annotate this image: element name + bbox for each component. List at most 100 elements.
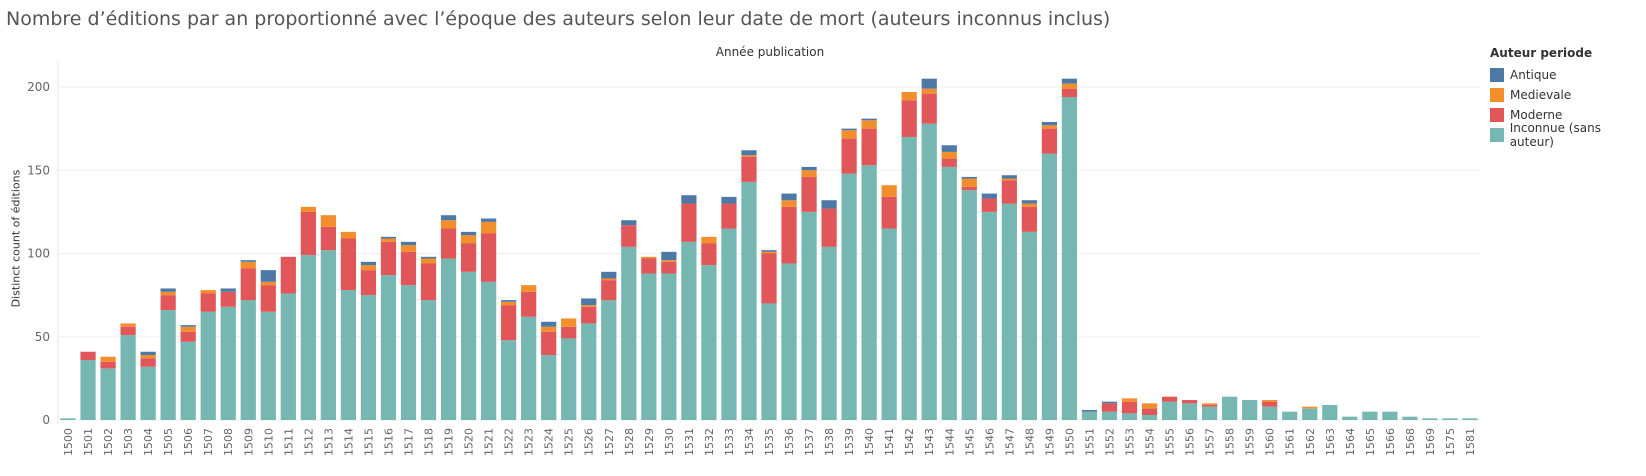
bar-segment: [120, 326, 136, 336]
bar-segment: [1101, 403, 1118, 412]
bar-segment: [841, 138, 857, 174]
bar-segment: [320, 226, 336, 251]
bar-segment: [761, 251, 777, 254]
bar-segment: [1121, 413, 1138, 420]
bar-segment: [541, 321, 557, 327]
legend-item-moderne[interactable]: Moderne: [1490, 105, 1646, 125]
bar-segment: [480, 233, 497, 282]
bar-segment: [701, 265, 717, 420]
bar-segment: [1362, 411, 1378, 420]
bar-segment: [761, 253, 777, 304]
x-tick-label: 1546: [983, 428, 996, 456]
x-tick-label: 1568: [1404, 428, 1417, 456]
bar-segment: [100, 368, 116, 420]
bar-segment: [521, 291, 537, 317]
bar-segment: [921, 123, 937, 420]
x-tick-label: 1502: [102, 428, 115, 456]
bar-segment: [320, 250, 336, 420]
bar-segment: [821, 208, 837, 247]
x-tick-label: 1520: [463, 428, 476, 456]
bar-segment: [300, 255, 316, 420]
bar-segment: [661, 251, 677, 261]
bar-segment: [1181, 403, 1198, 420]
bar-segment: [140, 358, 156, 367]
x-tick-label: 1530: [663, 428, 676, 456]
bar-segment: [180, 331, 196, 342]
bar-segment: [200, 290, 216, 294]
bar-segment: [1021, 231, 1037, 420]
bar-segment: [400, 245, 417, 252]
bar-segment: [220, 306, 236, 420]
y-tick-label: 0: [42, 413, 50, 427]
bar-segment: [1061, 96, 1078, 421]
bar-segment: [1061, 83, 1078, 89]
bar-segment: [821, 246, 837, 420]
bar-segment: [841, 130, 857, 139]
x-tick-label: 1569: [1424, 428, 1437, 456]
bar-segment: [300, 211, 316, 256]
bar-segment: [1021, 200, 1037, 204]
bar-segment: [1061, 88, 1078, 97]
bar-segment: [1061, 78, 1078, 84]
bar-segment: [721, 228, 737, 420]
bar-segment: [440, 220, 457, 229]
legend-item-antique[interactable]: Antique: [1490, 65, 1646, 85]
legend-swatch-moderne: [1490, 108, 1504, 122]
bar-segment: [541, 326, 557, 332]
x-tick-label: 1534: [743, 428, 756, 456]
bar-segment: [220, 288, 236, 292]
x-axis-title: Année publication: [715, 45, 825, 59]
bar-segment: [1422, 418, 1438, 420]
legend-item-medievale[interactable]: Medievale: [1490, 85, 1646, 105]
x-tick-label: 1522: [503, 428, 516, 456]
bar-segment: [1202, 403, 1218, 406]
bar-segment: [1222, 396, 1238, 420]
bar-segment: [1282, 411, 1298, 420]
bar-segment: [120, 335, 136, 420]
bar-segment: [100, 356, 116, 362]
bar-segment: [961, 186, 977, 191]
x-tick-label: 1510: [262, 428, 275, 456]
bar-segment: [941, 166, 957, 420]
bar-segment: [400, 251, 417, 286]
bar-segment: [501, 305, 517, 341]
bar-segment: [501, 300, 517, 302]
bar-segment: [1041, 125, 1058, 129]
bar-segment: [561, 326, 577, 339]
x-tick-label: 1501: [82, 428, 95, 456]
x-tick-label: 1555: [1164, 428, 1177, 456]
bar-segment: [621, 220, 637, 226]
bar-segment: [260, 285, 276, 312]
bar-segment: [861, 120, 877, 129]
x-tick-label: 1541: [883, 428, 896, 456]
bar-segment: [1001, 203, 1017, 420]
x-tick-label: 1566: [1384, 428, 1397, 456]
x-tick-label: 1529: [643, 428, 656, 456]
bar-segment: [741, 155, 757, 157]
x-tick-label: 1557: [1204, 428, 1217, 456]
bar-segment: [881, 228, 897, 420]
bar-segment: [360, 265, 377, 271]
bar-segment: [260, 270, 276, 282]
bar-segment: [1041, 128, 1058, 154]
bar-segment: [1202, 406, 1218, 420]
bar-segment: [681, 203, 697, 242]
bar-segment: [280, 256, 296, 294]
x-tick-label: 1536: [783, 428, 796, 456]
x-tick-label: 1581: [1464, 428, 1477, 456]
bar-segment: [1302, 406, 1318, 409]
bar-segment: [741, 181, 757, 420]
x-tick-label: 1526: [583, 428, 596, 456]
x-tick-label: 1545: [963, 428, 976, 456]
bar-segment: [480, 221, 497, 234]
x-tick-label: 1500: [62, 428, 75, 456]
x-tick-label: 1508: [222, 428, 235, 456]
bar-segment: [1021, 203, 1037, 207]
x-tick-label: 1519: [443, 428, 456, 456]
bar-segment: [801, 211, 817, 420]
legend-item-inconnue[interactable]: Inconnue (sans auteur): [1490, 121, 1646, 149]
bar-segment: [1402, 416, 1418, 420]
bar-segment: [160, 295, 176, 311]
y-tick-label: 50: [35, 330, 50, 344]
